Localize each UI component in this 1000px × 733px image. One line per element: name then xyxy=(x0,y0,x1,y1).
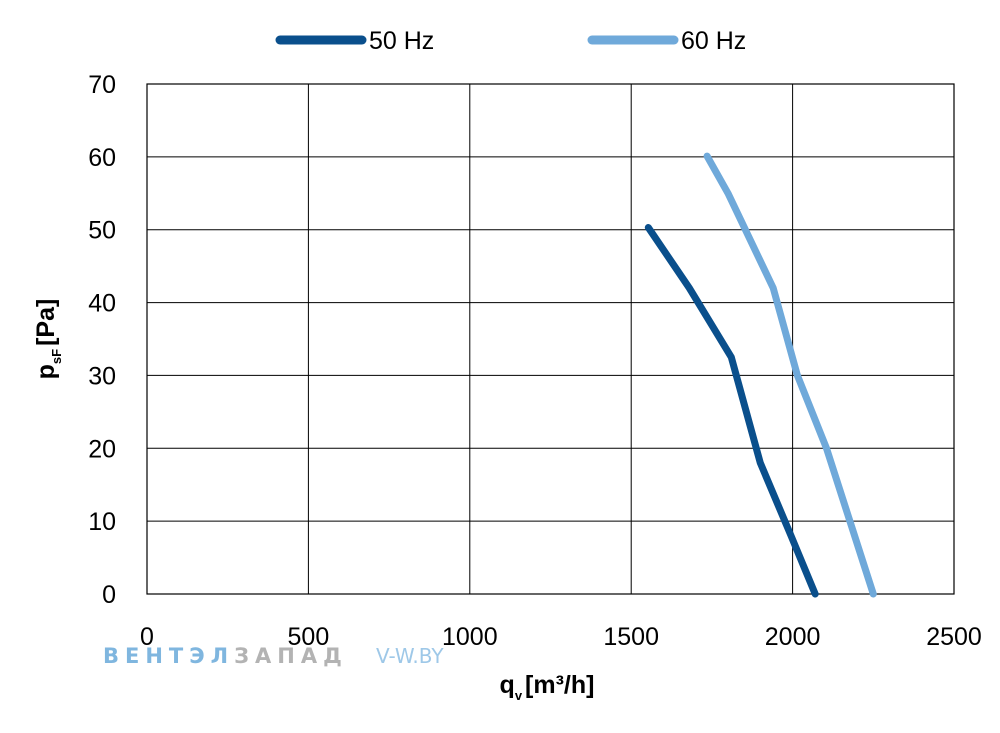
y-axis-symbol: p xyxy=(32,364,60,379)
y-tick-label: 0 xyxy=(102,581,116,609)
x-tick-label: 2500 xyxy=(926,623,982,651)
series-line-50hz xyxy=(644,224,819,598)
x-axis-symbol: q xyxy=(500,671,515,699)
watermark-brand-2: ЗАПАД xyxy=(234,644,348,668)
x-tick-label: 2000 xyxy=(765,623,821,651)
legend: 50 Hz 60 Hz xyxy=(275,27,746,55)
series-line-60hz xyxy=(703,152,877,598)
y-tick-label: 40 xyxy=(88,290,116,318)
y-axis-unit: [Pa] xyxy=(32,299,60,346)
y-tick-label: 10 xyxy=(88,508,116,536)
x-tick-label: 1500 xyxy=(603,623,659,651)
y-tick-label: 50 xyxy=(88,217,116,245)
y-axis-title: psF [Pa] xyxy=(32,299,64,380)
x-axis-unit: [m³/h] xyxy=(525,671,594,699)
y-tick-label: 70 xyxy=(88,71,116,99)
plot-area-border xyxy=(146,83,955,595)
watermark-brand-1: ВЕНТЭЛ xyxy=(103,644,234,668)
x-tick-label: 500 xyxy=(288,623,330,651)
y-tick-label: 20 xyxy=(88,435,116,463)
legend-label-60hz: 60 Hz xyxy=(681,27,746,55)
x-tick-label: 0 xyxy=(140,623,154,651)
x-axis-title: qv [m³/h] xyxy=(500,671,595,703)
y-axis-subscript: sF xyxy=(49,349,64,364)
y-tick-label: 30 xyxy=(88,362,116,390)
x-tick-label: 1000 xyxy=(442,623,498,651)
x-axis-subscript: v xyxy=(515,688,523,703)
legend-label-50hz: 50 Hz xyxy=(369,27,434,55)
y-tick-label: 60 xyxy=(88,144,116,172)
watermark-url: V-W.BY xyxy=(376,644,444,668)
watermark: ВЕНТЭЛЗАПАД V-W.BY xyxy=(103,644,444,668)
tick-labels: 0 500 1000 1500 2000 2500 0 10 20 30 40 50 60 70 xyxy=(88,71,982,651)
series-lines xyxy=(644,152,877,598)
watermark-text: ВЕНТЭЛЗАПАД xyxy=(103,644,348,668)
